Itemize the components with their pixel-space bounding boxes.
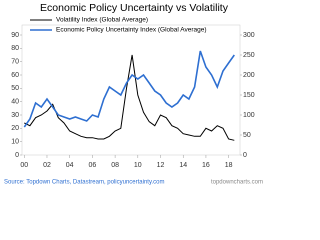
y2-tick-label: 100 <box>243 112 255 119</box>
source: Source: Topdown Charts, Datastream, poli… <box>4 180 165 186</box>
y2-tick-label: 0 <box>243 152 247 159</box>
y-tick-label: 40 <box>11 99 19 106</box>
watermark: topdowncharts.com <box>211 180 263 186</box>
legend-label: Economic Policy Uncertainty Index (Globa… <box>56 27 207 34</box>
x-tick-label: 16 <box>202 162 210 169</box>
x-tick-label: 06 <box>88 162 96 169</box>
y-tick-label: 0 <box>15 152 19 159</box>
y-tick-label: 90 <box>11 32 19 39</box>
y2-tick-label: 200 <box>243 72 255 79</box>
x-tick-label: 18 <box>225 162 233 169</box>
legend-label: Volatility Index (Global Average) <box>56 17 148 24</box>
y2-tick-label: 300 <box>243 32 255 39</box>
series-line <box>24 54 235 141</box>
y-tick-label: 20 <box>11 125 19 132</box>
x-tick-label: 04 <box>66 162 74 169</box>
x-tick-label: 12 <box>157 162 165 169</box>
y-tick-label: 60 <box>11 72 19 79</box>
series-line <box>23 50 235 128</box>
y-tick-label: 10 <box>11 139 19 146</box>
y-tick-label: 80 <box>11 45 19 52</box>
y2-tick-label: 50 <box>243 132 251 139</box>
y2-tick-label: 250 <box>243 52 255 59</box>
y-tick-label: 70 <box>11 59 19 66</box>
y2-tick-label: 150 <box>243 92 255 99</box>
y-tick-label: 50 <box>11 85 19 92</box>
x-tick-label: 08 <box>111 162 119 169</box>
x-tick-label: 02 <box>43 162 51 169</box>
x-tick-label: 14 <box>179 162 187 169</box>
x-tick-label: 00 <box>20 162 28 169</box>
x-tick-label: 10 <box>134 162 142 169</box>
chart-title: Economic Policy Uncertainty vs Volatilit… <box>40 2 229 14</box>
plot-frame <box>21 24 241 156</box>
y-tick-label: 30 <box>11 112 19 119</box>
chart: Economic Policy Uncertainty vs Volatilit… <box>4 2 263 186</box>
